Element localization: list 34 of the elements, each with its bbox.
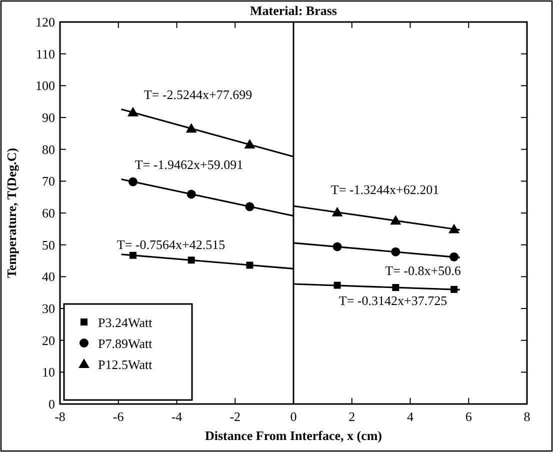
x-axis-title: Distance From Interface, x (cm) [205,428,382,443]
annotation: T= -2.5244x+77.699 [144,87,252,102]
y-tick-label: 100 [36,78,55,94]
y-tick-label: 0 [48,396,55,412]
annotation: T= -0.7564x+42.515 [116,237,226,252]
y-tick-label: 110 [36,46,55,62]
y-tick-label: 60 [42,206,55,220]
annotation: T= -0.8x+50.6 [385,263,462,278]
legend-label: P12.5Watt [98,357,153,372]
legend-label: P3.24Watt [98,315,153,330]
x-tick-label: 0 [290,409,297,424]
x-tick-label: -4 [171,409,183,424]
y-tick-label: 120 [36,14,55,30]
y-tick-label: 20 [42,332,55,348]
annotation: T= -0.3142x+37.725 [338,293,448,308]
annotation: T= -1.3244x+62.201 [330,182,440,197]
x-tick-label: 6 [465,409,472,424]
x-tick-label: -6 [112,409,124,424]
x-tick-label: 2 [348,409,356,424]
x-tick-label: -8 [54,409,66,424]
y-tick-label: 70 [42,174,55,189]
y-tick-label: 50 [42,237,55,252]
legend-label: P7.89Watt [98,336,153,351]
x-tick-label: -2 [230,409,241,424]
y-tick-label: 90 [42,110,55,125]
y-tick-label: 40 [42,269,55,284]
chart-title: Material: Brass [250,3,338,18]
y-tick-label: 10 [42,364,55,380]
y-tick-label: 30 [42,301,55,316]
y-axis-title: Temperature, T(Deg.C) [4,148,19,278]
x-tick-label: 8 [524,409,530,424]
y-tick-label: 80 [42,142,55,157]
annotation: T= -1.9462x+59.091 [134,157,244,172]
x-tick-label: 4 [407,409,414,424]
